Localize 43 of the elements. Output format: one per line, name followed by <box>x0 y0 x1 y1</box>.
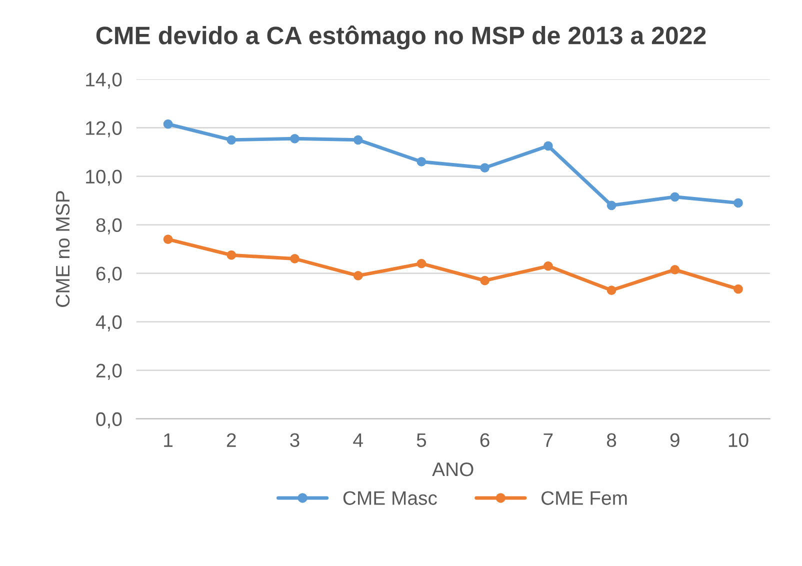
y-axis-title: CME no MSP <box>56 191 70 307</box>
x-tick-label: 8 <box>606 433 616 448</box>
point <box>163 234 173 244</box>
y-tick-label: 14,0 <box>86 72 122 89</box>
point <box>606 286 616 295</box>
point <box>670 192 680 202</box>
y-tick-label: 4,0 <box>96 315 122 332</box>
point <box>353 135 363 145</box>
x-axis-title: ANO <box>432 462 474 476</box>
x-tick-label: 5 <box>416 433 426 448</box>
y-tick-label: 10,0 <box>86 170 122 186</box>
point <box>163 119 173 129</box>
point <box>290 134 300 144</box>
chart-title: CME devido a CA estômago no MSP de 2013 a 2022 <box>96 25 706 50</box>
x-tick-label: 6 <box>480 433 490 448</box>
point <box>543 261 553 271</box>
legend-label: CME Fem <box>542 491 627 505</box>
x-tick-label: 1 <box>164 433 172 447</box>
y-tick-label: 2,0 <box>96 364 122 380</box>
point <box>226 135 236 145</box>
point <box>670 264 680 274</box>
legend-label: CME Masc <box>343 491 437 505</box>
x-tick-label: 7 <box>544 433 553 447</box>
point <box>734 284 743 294</box>
x-tick-label: 4 <box>353 433 363 447</box>
point <box>606 200 616 210</box>
point <box>416 157 426 166</box>
y-tick-label: 6,0 <box>96 266 122 283</box>
y-tick-label: 0,0 <box>96 412 122 428</box>
point <box>480 163 490 172</box>
x-tick-label: 2 <box>226 433 236 447</box>
point <box>734 198 743 208</box>
y-tick-label: 8,0 <box>96 218 122 234</box>
point <box>226 250 236 260</box>
x-tick-label: 9 <box>670 433 680 448</box>
point <box>543 141 553 151</box>
y-tick-label: 12,0 <box>86 121 122 138</box>
point <box>353 271 363 280</box>
point <box>416 258 426 268</box>
point <box>480 276 490 286</box>
point <box>290 254 300 264</box>
x-tick-label: 3 <box>290 433 300 448</box>
x-tick-label: 10 <box>728 433 748 448</box>
